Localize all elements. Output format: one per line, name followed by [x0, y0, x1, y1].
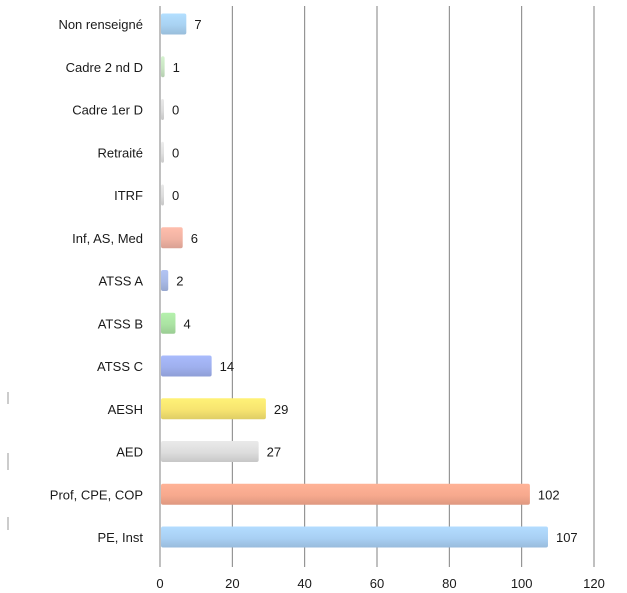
category-label: Prof, CPE, COP: [50, 487, 143, 502]
bar: [161, 141, 164, 163]
bar: [161, 227, 183, 249]
value-label: 29: [274, 402, 288, 417]
category-label: ATSS B: [98, 316, 143, 331]
bar: [161, 483, 530, 505]
category-label: AESH: [108, 402, 143, 417]
bar: [161, 13, 187, 35]
value-label: 0: [172, 188, 179, 203]
bar: [161, 355, 212, 377]
value-label: 7: [194, 17, 201, 32]
value-label: 0: [172, 103, 179, 118]
value-label: 1: [173, 60, 180, 75]
value-label: 102: [538, 487, 560, 502]
gridlines: [231, 6, 595, 567]
category-label: Cadre 1er D: [72, 103, 143, 118]
category-labels: Non renseigné Cadre 2 nd D Cadre 1er D Retr…: [50, 17, 144, 545]
x-tick-label: 40: [297, 576, 311, 591]
bar: [161, 398, 266, 420]
x-tick-label: 20: [225, 576, 239, 591]
x-tick-label: 0: [156, 576, 163, 591]
value-labels: 7 1 0 0 0 6 2 4 14 29 27 102 107: [172, 17, 578, 545]
category-label: Inf, AS, Med: [72, 231, 143, 246]
x-tick-label: 100: [511, 576, 533, 591]
value-label: 107: [556, 530, 578, 545]
x-tick-label: 80: [442, 576, 456, 591]
category-label: ATSS C: [97, 359, 143, 374]
category-label: Retraité: [97, 145, 143, 160]
value-label: 2: [176, 274, 183, 289]
category-label: ATSS A: [98, 274, 143, 289]
bar: [161, 56, 165, 78]
value-label: 4: [183, 316, 190, 331]
bar: [161, 526, 548, 548]
bar: [161, 184, 164, 206]
value-label: 6: [191, 231, 198, 246]
bars: [161, 13, 548, 548]
value-label: 0: [172, 145, 179, 160]
category-label: AED: [116, 445, 143, 460]
category-label: ITRF: [114, 188, 143, 203]
x-tick-label: 60: [370, 576, 384, 591]
value-label: 14: [220, 359, 234, 374]
category-label: PE, Inst: [97, 530, 143, 545]
bar: [161, 99, 164, 120]
bar: [161, 441, 259, 462]
x-tick-label: 120: [583, 576, 605, 591]
bar: [161, 312, 176, 334]
value-label: 27: [267, 445, 281, 460]
category-label: Cadre 2 nd D: [66, 60, 143, 75]
category-label: Non renseigné: [58, 17, 143, 32]
bar: [161, 270, 169, 291]
x-axis-tick-labels: 0 20 40 60 80 100 120: [156, 576, 604, 591]
